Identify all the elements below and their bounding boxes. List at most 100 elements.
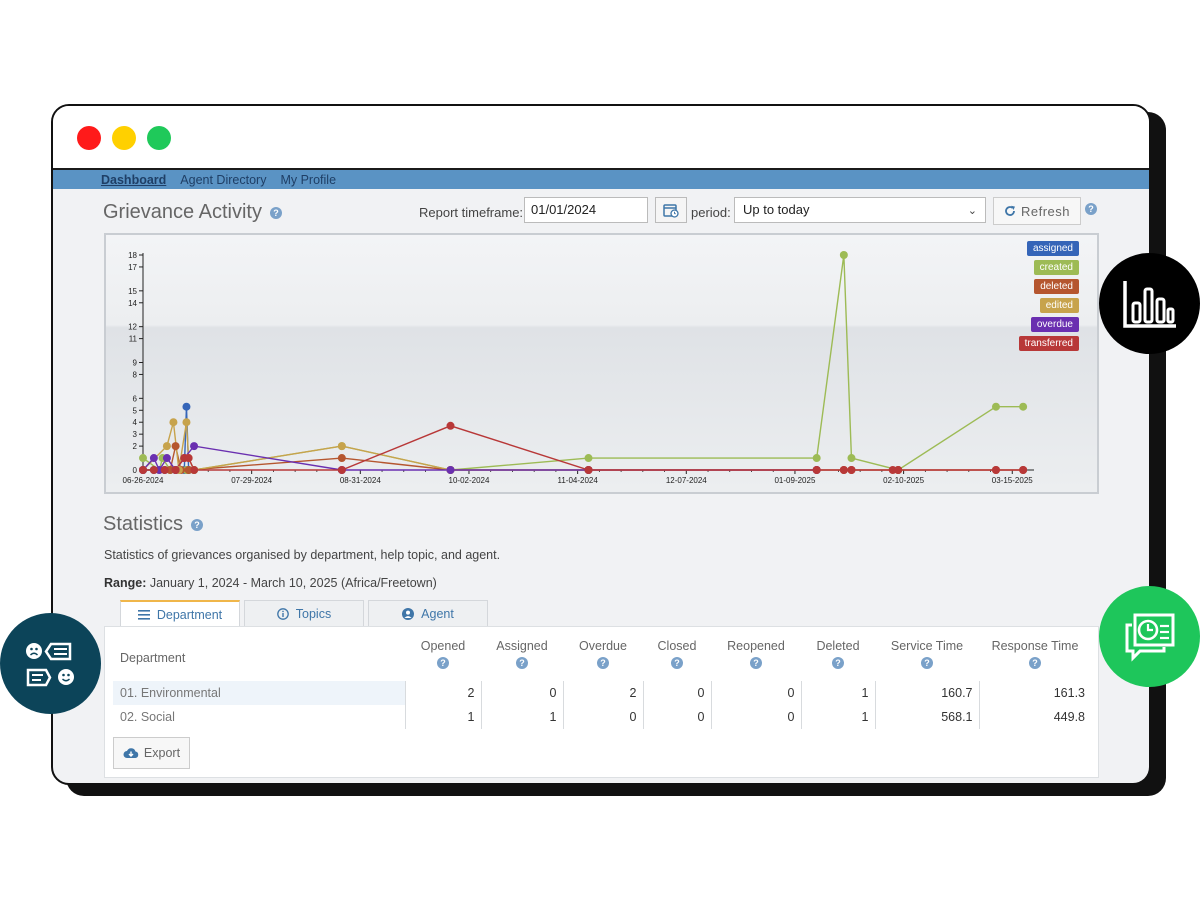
- nav-dashboard[interactable]: Dashboard: [101, 172, 167, 187]
- legend-deleted[interactable]: deleted: [1034, 279, 1079, 294]
- data-point-created: [812, 454, 821, 463]
- column-header[interactable]: Overdue?: [563, 635, 643, 681]
- statistics-title: Statistics: [103, 513, 184, 535]
- column-header-label: Deleted: [816, 639, 860, 653]
- activity-chart: 0 2 3 4 5 6 8 9 11 12 14 15 17 18 06-26-2024 07-29-2024…: [104, 233, 1099, 494]
- timeframe-label: Report timeframe:: [419, 205, 524, 220]
- column-header[interactable]: Closed?: [643, 635, 711, 681]
- calendar-button[interactable]: [655, 197, 687, 223]
- table-cell: 0: [562, 705, 643, 729]
- nav-my-profile[interactable]: My Profile: [280, 172, 337, 187]
- refresh-icon: [1005, 205, 1015, 216]
- statistics-range: Range: January 1, 2024 - March 10, 2025 …: [104, 576, 437, 590]
- list-icon: [137, 609, 150, 620]
- export-button[interactable]: Export: [113, 737, 190, 769]
- y-tick-label: 3: [133, 430, 138, 439]
- period-value: Up to today: [743, 202, 810, 217]
- legend-transferred[interactable]: transferred: [1018, 336, 1079, 351]
- y-tick-label: 18: [128, 251, 137, 260]
- statistics-description: Statistics of grievances organised by de…: [104, 548, 501, 562]
- series-line-edited: [142, 422, 589, 471]
- column-header[interactable]: Opened?: [405, 635, 481, 681]
- close-window-button[interactable]: [77, 126, 101, 150]
- data-point-transferred: [184, 454, 193, 463]
- activity-chart-svg: 0 2 3 4 5 6 8 9 11 12 14 15 17 18 06-26-2024 07-29-2024…: [123, 251, 1034, 485]
- legend-overdue[interactable]: overdue: [1030, 317, 1079, 332]
- column-header[interactable]: Response Time?: [979, 635, 1091, 681]
- x-tick-label: 11-04-2024: [557, 476, 598, 485]
- y-tick-label: 14: [128, 299, 137, 308]
- help-icon[interactable]: ?: [516, 657, 528, 669]
- help-icon[interactable]: ?: [597, 657, 609, 669]
- data-point-transferred: [812, 466, 821, 474]
- activity-title: Grievance Activity: [103, 201, 262, 223]
- help-icon[interactable]: ?: [832, 657, 844, 669]
- calendar-icon: [663, 204, 679, 218]
- refresh-help-icon[interactable]: ?: [1085, 203, 1097, 215]
- table-cell: 0: [642, 705, 711, 729]
- y-tick-label: 17: [128, 263, 137, 272]
- column-header-label: Service Time: [890, 639, 964, 653]
- range-label: Range:: [104, 576, 147, 590]
- tab-topics[interactable]: Topics: [244, 600, 364, 626]
- y-tick-label: 11: [129, 335, 138, 344]
- statistics-panel: Department Opened? Assigned? Overdue? Cl…: [104, 626, 1099, 778]
- column-header[interactable]: Department: [120, 651, 186, 665]
- nav-agent-directory[interactable]: Agent Directory: [180, 172, 267, 187]
- table-cell: 1: [404, 705, 481, 729]
- data-point-transferred: [894, 466, 903, 474]
- data-point-deleted: [337, 454, 346, 463]
- data-point-edited: [169, 418, 178, 427]
- refresh-label: Refresh: [1020, 203, 1071, 219]
- column-header[interactable]: Service Time?: [875, 635, 979, 681]
- export-label: Export: [143, 746, 181, 760]
- column-header-label: Opened: [420, 639, 466, 653]
- column-header-label: Response Time: [991, 639, 1079, 653]
- help-icon[interactable]: ?: [269, 206, 282, 219]
- table-cell: 0: [480, 681, 563, 705]
- tab-department[interactable]: Department: [120, 600, 240, 627]
- minimize-window-button[interactable]: [112, 126, 136, 150]
- data-point-transferred: [171, 466, 180, 474]
- series-line-created: [142, 254, 1024, 472]
- help-icon[interactable]: ?: [437, 657, 449, 669]
- column-header-label: Assigned: [496, 639, 548, 653]
- period-select[interactable]: Up to today ⌄: [734, 197, 986, 223]
- data-point-transferred: [160, 466, 169, 474]
- data-point-created: [1019, 402, 1028, 411]
- table-cell: 02. Social: [120, 710, 175, 724]
- tab-agent-label: Agent: [421, 606, 454, 621]
- chart-legend: assigned created deleted edited overdue …: [1018, 241, 1079, 351]
- help-icon[interactable]: ?: [671, 657, 683, 669]
- timeframe-input[interactable]: 01/01/2024: [524, 197, 648, 223]
- column-header[interactable]: Reopened?: [711, 635, 801, 681]
- data-point-transferred: [149, 466, 158, 474]
- help-icon[interactable]: ?: [191, 518, 204, 531]
- legend-assigned[interactable]: assigned: [1026, 241, 1079, 256]
- column-header[interactable]: Deleted?: [801, 635, 875, 681]
- table-row[interactable]: 02. Social 1 1 0 0 0 1 568.1 449.8: [113, 705, 1091, 729]
- data-point-overdue: [190, 442, 199, 451]
- data-point-overdue: [162, 454, 171, 463]
- table-cell: 568.1: [874, 705, 979, 729]
- legend-edited[interactable]: edited: [1039, 298, 1079, 313]
- legend-created[interactable]: created: [1033, 260, 1079, 275]
- x-tick-label: 01-09-2025: [774, 476, 815, 485]
- column-header-label: Closed: [657, 639, 697, 653]
- help-icon[interactable]: ?: [1029, 657, 1041, 669]
- help-icon[interactable]: ?: [921, 657, 933, 669]
- tab-agent[interactable]: Agent: [368, 600, 488, 626]
- table-row[interactable]: 01. Environmental 2 0 2 0 0 1 160.7 161.…: [113, 681, 1091, 705]
- y-tick-label: 12: [128, 323, 137, 332]
- tab-topics-label: Topics: [295, 606, 332, 621]
- y-tick-label: 6: [133, 394, 138, 403]
- data-point-transferred: [584, 466, 593, 474]
- refresh-button[interactable]: Refresh: [993, 197, 1081, 225]
- table-cell: 0: [642, 681, 711, 705]
- help-icon[interactable]: ?: [750, 657, 762, 669]
- maximize-window-button[interactable]: [147, 126, 171, 150]
- feedback-icon: [25, 642, 74, 686]
- statistics-heading: Statistics?: [103, 513, 204, 536]
- column-header[interactable]: Assigned?: [481, 635, 563, 681]
